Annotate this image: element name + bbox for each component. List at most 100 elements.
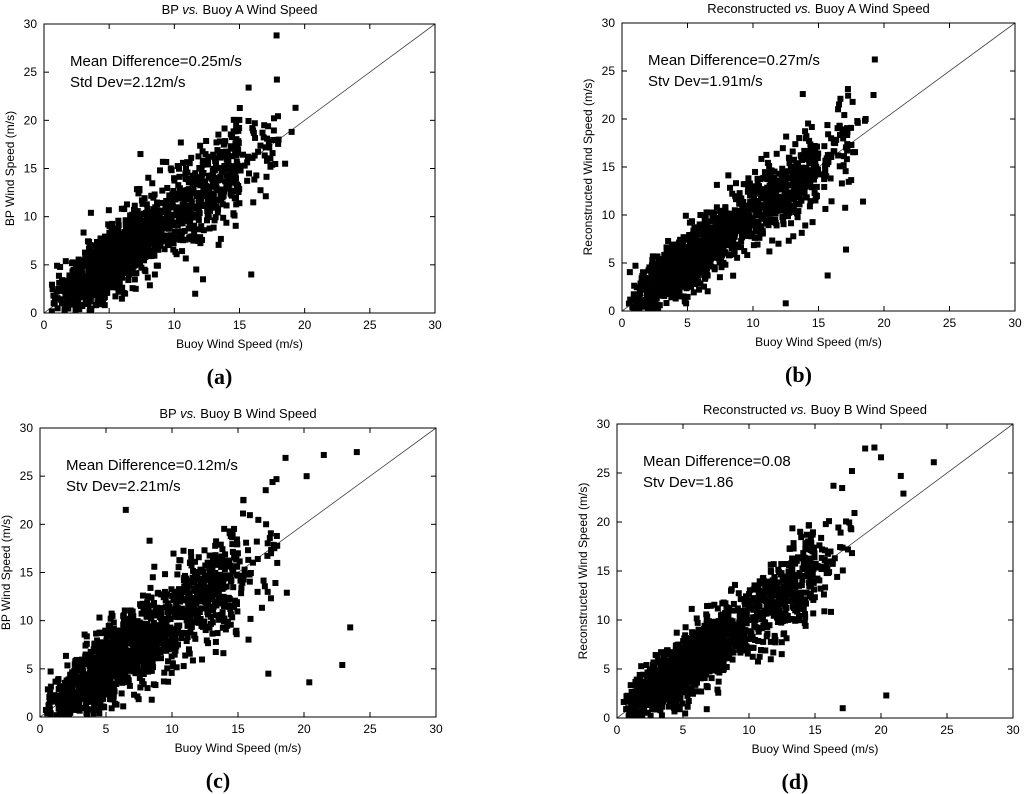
data-point xyxy=(211,197,218,204)
data-point xyxy=(192,211,199,218)
data-point xyxy=(164,211,171,218)
data-point xyxy=(761,186,768,193)
data-point xyxy=(175,228,182,235)
data-point xyxy=(184,622,191,629)
data-point xyxy=(258,604,265,611)
data-point xyxy=(212,542,219,549)
panel-title-part: BP xyxy=(162,2,183,17)
data-point xyxy=(148,594,155,601)
data-point xyxy=(176,165,183,172)
data-point xyxy=(210,224,217,231)
data-point xyxy=(107,654,114,661)
data-point xyxy=(167,165,174,172)
data-point xyxy=(264,135,271,142)
data-point xyxy=(754,241,761,248)
data-point xyxy=(171,211,178,218)
data-point xyxy=(756,225,763,232)
data-point xyxy=(47,683,54,690)
scatter-points xyxy=(625,56,878,311)
y-tick-label: 20 xyxy=(24,113,38,127)
data-point xyxy=(162,633,169,640)
data-point xyxy=(688,237,695,244)
x-tick-label: 0 xyxy=(41,318,48,332)
data-point xyxy=(124,267,131,274)
data-point xyxy=(185,646,192,653)
data-point xyxy=(131,623,138,630)
panel-title: BP vs. Buoy A Wind Speed xyxy=(162,2,318,17)
x-tick-label: 25 xyxy=(943,316,957,330)
data-point xyxy=(667,271,674,278)
data-point xyxy=(153,612,160,619)
data-point xyxy=(172,192,179,199)
data-point xyxy=(145,668,152,675)
data-point xyxy=(789,202,796,209)
data-point xyxy=(248,271,255,278)
data-point xyxy=(697,280,704,287)
data-point xyxy=(77,294,84,301)
data-point xyxy=(697,212,704,219)
data-point xyxy=(98,247,105,254)
data-point xyxy=(136,640,142,647)
data-point xyxy=(72,698,79,705)
data-point xyxy=(224,151,231,158)
data-point xyxy=(159,187,166,194)
data-point xyxy=(749,204,756,211)
data-point xyxy=(81,249,88,256)
data-point xyxy=(785,182,792,189)
data-point xyxy=(739,230,746,237)
data-point xyxy=(75,256,82,263)
data-point xyxy=(814,154,821,161)
data-point xyxy=(170,550,177,557)
data-point xyxy=(213,139,220,146)
data-point xyxy=(717,233,724,240)
data-point xyxy=(189,657,196,664)
data-point xyxy=(845,178,852,185)
data-point xyxy=(144,599,151,606)
x-tick-label: 0 xyxy=(619,316,626,330)
data-point xyxy=(236,124,243,131)
data-point xyxy=(756,183,763,190)
data-point xyxy=(76,701,83,708)
data-point xyxy=(179,629,186,636)
data-point xyxy=(161,617,168,624)
data-point xyxy=(75,688,82,695)
y-axis-label: BP Wind Speed (m/s) xyxy=(3,111,17,226)
data-point xyxy=(142,268,149,275)
data-point xyxy=(837,131,844,138)
data-point xyxy=(122,217,129,224)
data-point xyxy=(210,555,217,562)
data-point xyxy=(794,166,801,173)
data-point xyxy=(663,277,670,284)
data-point xyxy=(693,615,700,622)
data-point xyxy=(227,131,234,138)
data-point xyxy=(149,632,156,639)
data-point xyxy=(143,623,150,630)
data-point xyxy=(700,249,707,256)
data-point xyxy=(657,279,664,286)
data-point xyxy=(745,186,752,193)
data-point xyxy=(153,643,160,650)
data-point xyxy=(114,629,121,636)
data-point xyxy=(802,222,809,229)
y-tick-label: 15 xyxy=(602,160,616,174)
data-point xyxy=(194,570,201,577)
y-tick-label: 0 xyxy=(608,304,615,318)
data-point xyxy=(255,148,262,155)
data-point xyxy=(215,584,222,591)
data-point xyxy=(47,689,54,696)
data-point xyxy=(71,674,78,681)
data-point xyxy=(821,176,828,183)
data-point xyxy=(677,252,684,259)
data-point xyxy=(133,254,140,261)
x-tick-label: 30 xyxy=(428,318,442,332)
data-point xyxy=(79,302,86,309)
data-point xyxy=(115,222,122,229)
x-tick-label: 15 xyxy=(233,318,247,332)
x-tick-label: 20 xyxy=(877,316,891,330)
data-point xyxy=(672,244,679,251)
stats-annotation: Mean Difference=0.12m/s xyxy=(66,457,238,474)
data-point xyxy=(144,656,151,663)
data-point xyxy=(105,664,112,671)
data-point xyxy=(192,181,199,188)
data-point xyxy=(655,256,662,263)
